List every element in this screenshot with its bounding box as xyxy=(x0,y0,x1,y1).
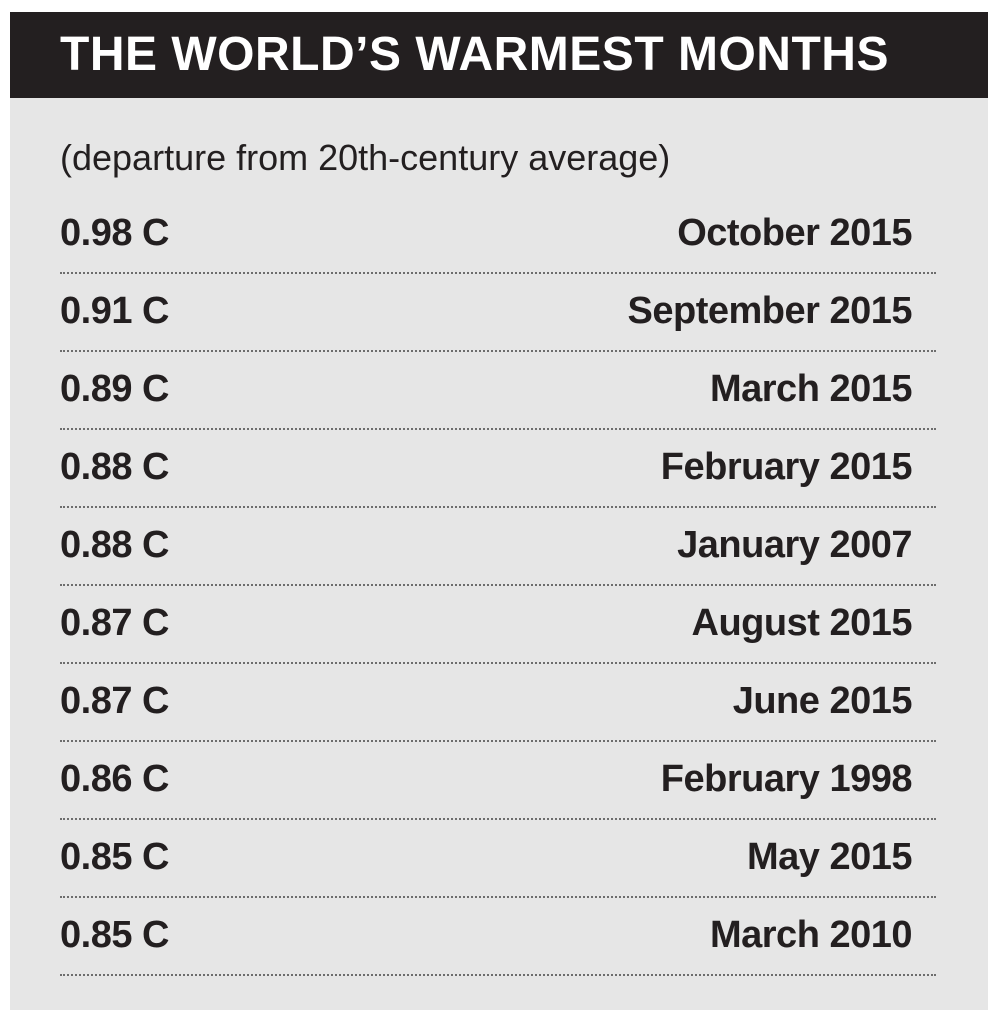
month-label: March 2010 xyxy=(709,914,913,956)
month-label: August 2015 xyxy=(691,602,913,644)
table-row: 0.88 C January 2007 xyxy=(60,508,936,586)
table-row: 0.85 C March 2010 xyxy=(60,898,936,976)
month-label: June 2015 xyxy=(732,680,913,722)
table-row: 0.89 C March 2015 xyxy=(60,352,936,430)
anomaly-value-label: 0.88 C xyxy=(60,446,169,488)
table-row: 0.85 C May 2015 xyxy=(60,820,936,898)
table-row: 0.86 C February 1998 xyxy=(60,742,936,820)
warmest-months-panel: THE WORLD’S WARMEST MONTHS (departure fr… xyxy=(10,12,988,1010)
table-row: 0.88 C February 2015 xyxy=(60,430,936,508)
anomaly-value-label: 0.91 C xyxy=(60,290,169,332)
month-label: January 2007 xyxy=(677,524,912,566)
table-row: 0.91 C September 2015 xyxy=(60,274,936,352)
anomaly-value-label: 0.88 C xyxy=(60,524,169,566)
anomaly-value-label: 0.85 C xyxy=(60,836,169,878)
anomaly-value-label: 0.86 C xyxy=(60,758,169,800)
month-label: February 1998 xyxy=(660,758,913,800)
table-row: 0.87 C August 2015 xyxy=(60,586,936,664)
month-label: September 2015 xyxy=(627,290,913,332)
table-row: 0.98 C October 2015 xyxy=(60,196,936,274)
anomaly-value-label: 0.87 C xyxy=(60,680,169,722)
table-row: 0.87 C June 2015 xyxy=(60,664,936,742)
chart-title: THE WORLD’S WARMEST MONTHS xyxy=(60,28,889,81)
month-label: March 2015 xyxy=(709,368,913,410)
month-label: February 2015 xyxy=(660,446,913,488)
month-label: October 2015 xyxy=(677,212,912,254)
anomaly-value-label: 0.87 C xyxy=(60,602,169,644)
anomaly-value-label: 0.98 C xyxy=(60,212,169,254)
month-label: May 2015 xyxy=(746,836,913,878)
data-table: 0.98 C October 2015 0.91 C September 2015 0.… xyxy=(60,196,936,976)
anomaly-value-label: 0.89 C xyxy=(60,368,169,410)
anomaly-value-label: 0.85 C xyxy=(60,914,169,956)
chart-subtitle: (departure from 20th-century average) xyxy=(60,137,671,178)
title-bar: THE WORLD’S WARMEST MONTHS xyxy=(10,12,988,98)
